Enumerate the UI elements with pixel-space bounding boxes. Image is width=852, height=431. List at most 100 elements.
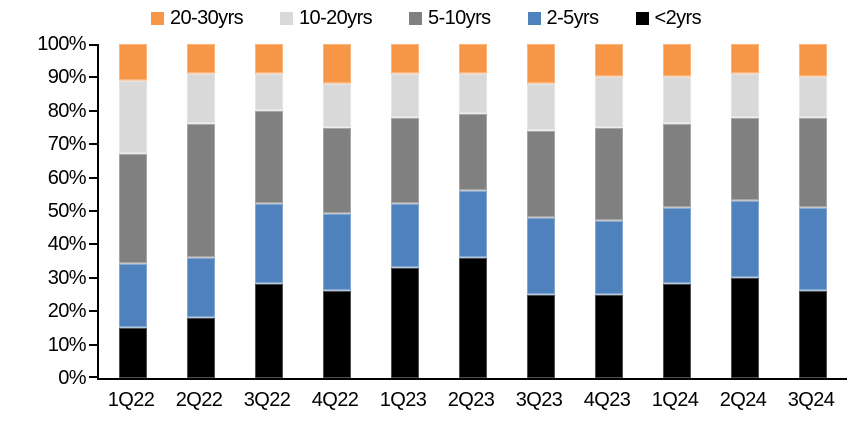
legend-swatch-icon (151, 11, 165, 25)
y-tick-label: 100% (37, 33, 86, 55)
bar-1Q23 (391, 44, 419, 378)
bar-segment-2-5yrs (187, 257, 215, 318)
legend-item: 10-20yrs (280, 7, 373, 29)
y-tick-label: 90% (47, 66, 87, 89)
bar-4Q23 (595, 44, 623, 378)
bar-segment-5-10yrs (323, 127, 351, 215)
bar-segment-20-30yrs (663, 44, 691, 78)
bar-2Q23 (459, 44, 487, 378)
y-tick-label: 70% (47, 133, 87, 156)
bar-segment-10-20yrs (255, 74, 283, 111)
bar-segment-20-30yrs (731, 44, 759, 75)
bar-segment-10-20yrs (391, 74, 419, 118)
legend-swatch-icon (527, 11, 541, 25)
bar-segment-2-5yrs (731, 201, 759, 278)
category-slot (575, 44, 643, 378)
bar-segment-<2yrs (119, 327, 147, 378)
legend-swatch-icon (409, 11, 423, 25)
bar-segment-5-10yrs (119, 154, 147, 265)
x-category-label: 3Q22 (243, 389, 291, 411)
bar-segment-5-10yrs (527, 130, 555, 218)
bar-segment-10-20yrs (459, 74, 487, 115)
y-tick-mark (89, 76, 97, 79)
y-tick-mark (89, 343, 97, 346)
legend-item: 5-10yrs (409, 7, 491, 29)
category-slot (711, 44, 779, 378)
plot-area (97, 44, 847, 380)
category-slot (643, 44, 711, 378)
bar-segment-<2yrs (255, 284, 283, 378)
bar-segment-2-5yrs (391, 204, 419, 268)
x-category-label: 4Q23 (583, 389, 631, 411)
y-tick-mark (89, 44, 97, 46)
bar-segment-5-10yrs (595, 127, 623, 222)
x-category-label: 3Q23 (515, 389, 563, 411)
legend-swatch-icon (635, 11, 649, 25)
category-slot (167, 44, 235, 378)
x-category-label: 1Q24 (651, 389, 699, 411)
bar-segment-2-5yrs (527, 217, 555, 295)
bar-segment-20-30yrs (459, 44, 487, 75)
bar-segment-<2yrs (731, 277, 759, 378)
bar-segment-10-20yrs (663, 77, 691, 125)
bar-segment-10-20yrs (119, 80, 147, 155)
bar-segment-10-20yrs (731, 74, 759, 118)
bar-segment-<2yrs (595, 294, 623, 378)
bar-3Q23 (527, 44, 555, 378)
y-tick-mark (89, 210, 97, 212)
y-tick-mark (89, 310, 97, 313)
y-tick-mark (89, 143, 97, 146)
y-axis-labels: 0% 10% 20% 30% 40% 50% 60% 70% 80% 90% 100% (0, 34, 87, 388)
bar-segment-10-20yrs (527, 84, 555, 131)
category-slot (303, 44, 371, 378)
bar-2Q22 (187, 44, 215, 378)
bar-segment-20-30yrs (595, 44, 623, 78)
legend-item: 2-5yrs (527, 7, 600, 29)
bar-segment-5-10yrs (799, 117, 827, 208)
y-tick-mark (89, 276, 97, 279)
y-tick-mark (89, 376, 97, 378)
bar-segment-<2yrs (391, 267, 419, 378)
y-axis-ticks (89, 44, 97, 378)
y-tick-mark (89, 243, 97, 246)
y-tick-label: 20% (47, 300, 87, 323)
bar-segment-<2yrs (527, 294, 555, 378)
bar-segment-10-20yrs (323, 84, 351, 128)
category-slot (439, 44, 507, 378)
x-category-label: 1Q22 (107, 389, 155, 411)
category-slot (779, 44, 847, 378)
legend-item: <2yrs (635, 7, 702, 29)
y-tick-label: 80% (47, 99, 87, 122)
bar-segment-5-10yrs (187, 124, 215, 258)
bar-segment-<2yrs (323, 291, 351, 378)
y-tick-label: 10% (47, 333, 87, 356)
bar-segment-2-5yrs (459, 190, 487, 258)
x-category-label: 1Q23 (379, 389, 427, 411)
bar-3Q22 (255, 44, 283, 378)
y-tick-label: 50% (47, 200, 87, 222)
bar-segment-20-30yrs (799, 44, 827, 78)
bar-segment-2-5yrs (255, 204, 283, 285)
legend-label: 2-5yrs (546, 7, 600, 29)
x-category-label: 2Q22 (175, 389, 223, 411)
bar-segment-20-30yrs (255, 44, 283, 75)
bar-segment-2-5yrs (323, 214, 351, 292)
category-slot (99, 44, 167, 378)
bar-segment-10-20yrs (187, 74, 215, 125)
category-slot (507, 44, 575, 378)
legend-label: 5-10yrs (428, 7, 491, 29)
bar-3Q24 (799, 44, 827, 378)
x-axis-labels: 1Q22 2Q22 3Q22 4Q22 1Q23 2Q23 3Q23 4Q23 1Q24 2Q24… (97, 388, 845, 412)
bar-segment-20-30yrs (323, 44, 351, 85)
y-tick-label: 40% (47, 233, 87, 256)
bar-segment-5-10yrs (255, 110, 283, 205)
y-tick-mark (89, 176, 97, 179)
bar-segment-20-30yrs (527, 44, 555, 85)
y-tick-label: 0% (58, 367, 86, 389)
category-slot (371, 44, 439, 378)
bar-segment-20-30yrs (187, 44, 215, 75)
bar-segment-<2yrs (663, 284, 691, 378)
bar-2Q24 (731, 44, 759, 378)
legend-label: <2yrs (654, 7, 702, 29)
